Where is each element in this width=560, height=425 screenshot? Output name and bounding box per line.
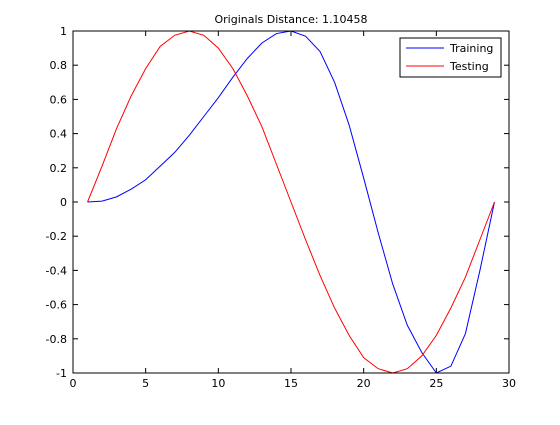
x-tick-label: 10 — [211, 377, 225, 390]
y-tick-label: 0.4 — [50, 128, 68, 141]
x-tick-label: 0 — [70, 377, 77, 390]
x-tick-label: 30 — [502, 377, 516, 390]
y-tick-label: 0.6 — [50, 93, 68, 106]
y-tick-label: 0.2 — [50, 162, 68, 175]
y-tick-label: -0.6 — [46, 299, 67, 312]
y-tick-label: -0.4 — [46, 264, 67, 277]
legend-label-training: Training — [449, 42, 493, 55]
legend-box — [399, 37, 502, 78]
y-tick-label: 0 — [60, 196, 67, 209]
y-tick-label: 0.8 — [50, 59, 68, 72]
legend: Training Testing — [399, 37, 502, 78]
x-tick-label: 25 — [429, 377, 443, 390]
x-tick-label: 5 — [142, 377, 149, 390]
y-tick-label: -1 — [56, 367, 67, 380]
y-tick-label: -0.8 — [46, 333, 67, 346]
x-tick-label: 20 — [357, 377, 371, 390]
y-tick-label: -0.2 — [46, 230, 67, 243]
x-tick-label: 15 — [284, 377, 298, 390]
y-tick-label: 1 — [60, 25, 67, 38]
legend-label-testing: Testing — [449, 60, 489, 73]
series-line-testing — [87, 30, 495, 374]
plot-frame — [72, 30, 510, 374]
chart-title: Originals Distance: 1.10458 — [214, 13, 367, 26]
